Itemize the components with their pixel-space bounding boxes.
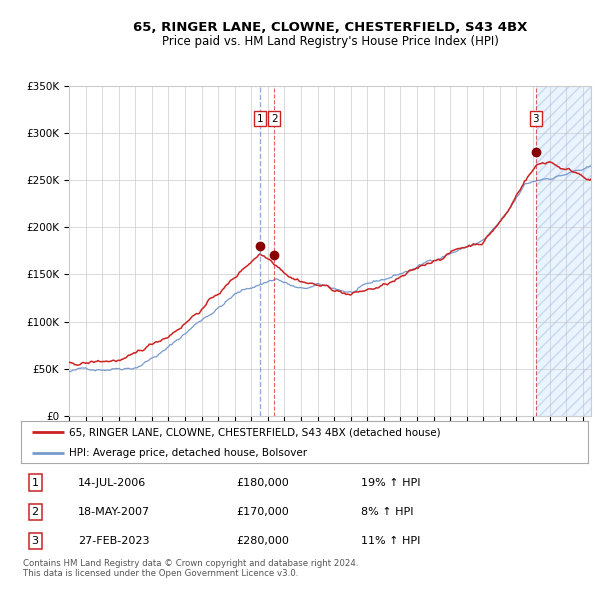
Text: 11% ↑ HPI: 11% ↑ HPI [361,536,421,546]
Text: 2: 2 [32,507,39,517]
Text: 1: 1 [257,114,263,123]
Text: £180,000: £180,000 [236,477,289,487]
Text: This data is licensed under the Open Government Licence v3.0.: This data is licensed under the Open Gov… [23,569,298,578]
Text: £280,000: £280,000 [236,536,289,546]
Text: 3: 3 [532,114,539,123]
Text: 19% ↑ HPI: 19% ↑ HPI [361,477,421,487]
Bar [536,76,591,416]
Text: HPI: Average price, detached house, Bolsover: HPI: Average price, detached house, Bols… [69,448,307,457]
Text: Price paid vs. HM Land Registry's House Price Index (HPI): Price paid vs. HM Land Registry's House … [161,35,499,48]
Text: Contains HM Land Registry data © Crown copyright and database right 2024.: Contains HM Land Registry data © Crown c… [23,559,358,568]
Text: 65, RINGER LANE, CLOWNE, CHESTERFIELD, S43 4BX: 65, RINGER LANE, CLOWNE, CHESTERFIELD, S… [133,21,527,34]
Text: 1: 1 [32,477,38,487]
Text: 3: 3 [32,536,38,546]
Text: 27-FEB-2023: 27-FEB-2023 [78,536,149,546]
Bar [536,86,591,416]
Text: 18-MAY-2007: 18-MAY-2007 [78,507,150,517]
Text: £170,000: £170,000 [236,507,289,517]
Text: 65, RINGER LANE, CLOWNE, CHESTERFIELD, S43 4BX (detached house): 65, RINGER LANE, CLOWNE, CHESTERFIELD, S… [69,427,441,437]
Text: 14-JUL-2006: 14-JUL-2006 [78,477,146,487]
Text: 8% ↑ HPI: 8% ↑ HPI [361,507,414,517]
Text: 2: 2 [271,114,277,123]
